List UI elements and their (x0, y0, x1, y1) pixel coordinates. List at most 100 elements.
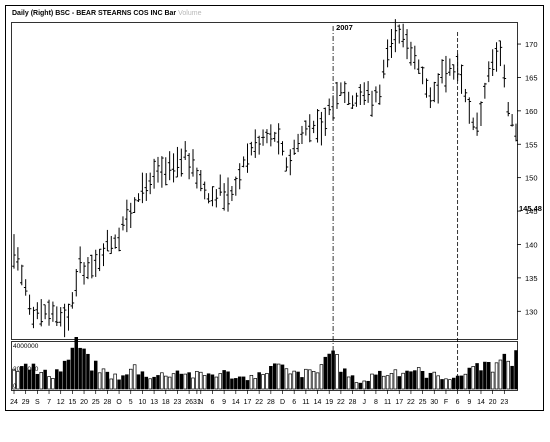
date-axis-label: 15 (68, 399, 76, 406)
volume-bar (459, 375, 464, 390)
price-bar (97, 248, 102, 272)
volume-bar (370, 373, 374, 390)
price-bar (58, 307, 63, 327)
volume-bar (269, 366, 273, 390)
price-bar (339, 82, 343, 96)
price-bar (397, 24, 402, 44)
price-bar (148, 172, 153, 195)
volume-bar (440, 379, 444, 390)
volume-bar (350, 375, 355, 390)
price-plot-area (11, 22, 518, 340)
volume-bar (343, 368, 347, 390)
price-bar (55, 306, 59, 327)
price-bar (206, 193, 211, 204)
date-axis-label: 5 (129, 399, 133, 406)
volume-bar (374, 374, 378, 390)
volume-bar (498, 359, 503, 390)
price-bar (136, 193, 141, 202)
price-bar (171, 153, 176, 183)
price-axis-label: 150 (525, 174, 538, 183)
volume-bar (413, 370, 417, 390)
volume-bar (86, 353, 90, 390)
date-axis-label: 24 (10, 399, 18, 406)
volume-bar (409, 371, 413, 390)
price-bar (70, 292, 75, 309)
volume-bar (494, 362, 499, 390)
price-bar (218, 174, 223, 196)
volume-bar (420, 370, 425, 390)
price-bar (389, 28, 394, 58)
volume-bar (55, 369, 59, 390)
volume-bar (39, 372, 43, 390)
volume-bar (432, 371, 437, 390)
price-bar (19, 264, 24, 286)
volume-bar (416, 367, 421, 390)
volume-bar (335, 354, 339, 390)
price-bar (90, 254, 94, 279)
volume-bars-layer (12, 337, 518, 390)
price-bar (342, 81, 347, 104)
date-axis-label: 8 (374, 399, 378, 406)
price-bar (35, 302, 40, 320)
volume-bar (385, 375, 390, 390)
price-bar (319, 111, 324, 146)
price-bar (222, 183, 226, 211)
price-bar (78, 246, 82, 274)
price-bar (514, 123, 518, 142)
price-bar (234, 176, 238, 196)
price-bar (249, 141, 254, 156)
volume-bar (362, 380, 366, 390)
volume-bar (78, 347, 82, 390)
volume-bar (128, 368, 133, 390)
volume-bar (218, 373, 222, 390)
price-bar (385, 39, 390, 68)
price-bar (323, 107, 328, 136)
volume-bar (288, 373, 293, 390)
volume-bar (16, 371, 20, 390)
date-axis-label: 23 (174, 399, 182, 406)
volume-bar (304, 368, 308, 390)
volume-bar (424, 377, 429, 390)
volume-bar (308, 369, 312, 390)
price-bar (187, 153, 191, 180)
markers-layer: 2007 (332, 23, 459, 390)
price-bar (292, 139, 296, 155)
volume-bar (202, 375, 207, 390)
price-bar (16, 247, 20, 271)
frequency-label: Daily (12, 10, 29, 17)
price-bar (226, 177, 230, 212)
date-axis-label: 6 (456, 399, 460, 406)
volume-bar (428, 372, 433, 390)
price-bar (23, 279, 28, 296)
volume-bar (93, 360, 98, 390)
price-bar (440, 59, 444, 84)
volume-bar (319, 364, 324, 390)
price-bar (105, 229, 110, 252)
price-bar (117, 227, 121, 252)
volume-bar (35, 373, 40, 390)
price-bar (436, 73, 440, 104)
volume-bar (479, 370, 483, 390)
price-bar (43, 304, 47, 320)
volume-axis: 0 2000000 4000000 (13, 343, 39, 390)
price-bar (451, 64, 456, 80)
volume-bar (378, 370, 382, 390)
volume-bar (171, 373, 176, 390)
date-axis-label: N (198, 399, 203, 406)
volume-bar (125, 374, 129, 390)
price-bar (444, 55, 448, 93)
price-bar (288, 149, 293, 176)
price-axis-label: 165 (525, 73, 538, 82)
price-bar (401, 23, 405, 48)
volume-bar (234, 378, 238, 390)
volume-bar (47, 376, 51, 390)
volume-bar (121, 375, 125, 390)
volume-bar (187, 372, 191, 390)
price-bar (498, 40, 503, 67)
volume-bar (393, 369, 398, 390)
date-axis-label: 17 (244, 399, 252, 406)
volume-bar (214, 376, 219, 390)
volume-bar (280, 364, 285, 390)
volume-bar (58, 371, 63, 390)
volume-bar (397, 376, 402, 390)
